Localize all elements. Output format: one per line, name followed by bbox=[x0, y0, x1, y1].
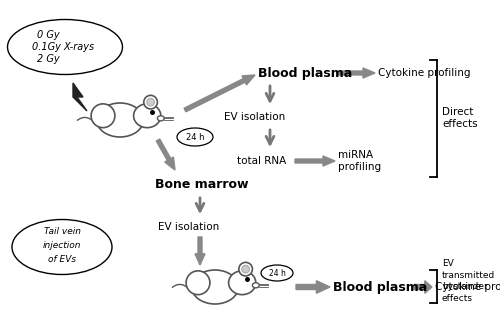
Text: injection: injection bbox=[43, 240, 81, 250]
Text: EV
transmitted
bystander
effects: EV transmitted bystander effects bbox=[442, 259, 495, 303]
Text: 24 h: 24 h bbox=[268, 268, 285, 278]
Ellipse shape bbox=[261, 265, 293, 281]
FancyArrow shape bbox=[295, 156, 335, 166]
FancyArrow shape bbox=[156, 139, 175, 170]
Ellipse shape bbox=[242, 265, 250, 273]
Ellipse shape bbox=[186, 271, 210, 295]
Ellipse shape bbox=[158, 116, 164, 121]
Text: Direct
effects: Direct effects bbox=[442, 107, 478, 129]
FancyArrow shape bbox=[195, 237, 205, 265]
Ellipse shape bbox=[96, 103, 144, 137]
Ellipse shape bbox=[228, 271, 256, 295]
Text: Bone marrow: Bone marrow bbox=[155, 178, 248, 191]
Ellipse shape bbox=[144, 95, 158, 109]
Text: 2 Gy: 2 Gy bbox=[37, 54, 60, 64]
Text: 24 h: 24 h bbox=[186, 133, 204, 141]
Ellipse shape bbox=[177, 128, 213, 146]
Text: Cytokine profiling: Cytokine profiling bbox=[435, 282, 500, 292]
Text: 0.1Gy X-rays: 0.1Gy X-rays bbox=[32, 42, 94, 52]
Text: Tail vein: Tail vein bbox=[44, 227, 80, 236]
Text: Blood plasma: Blood plasma bbox=[258, 67, 352, 80]
FancyArrow shape bbox=[184, 75, 255, 112]
Ellipse shape bbox=[252, 283, 259, 288]
FancyArrow shape bbox=[414, 281, 432, 293]
Text: miRNA: miRNA bbox=[338, 150, 373, 160]
Text: EV isolation: EV isolation bbox=[158, 222, 219, 232]
Text: profiling: profiling bbox=[338, 162, 381, 172]
Text: Cytokine profiling: Cytokine profiling bbox=[378, 68, 470, 78]
Ellipse shape bbox=[239, 262, 252, 276]
Ellipse shape bbox=[134, 104, 161, 128]
Ellipse shape bbox=[12, 219, 112, 275]
Text: of EVs: of EVs bbox=[48, 254, 76, 264]
FancyArrow shape bbox=[338, 68, 375, 78]
Text: Blood plasma: Blood plasma bbox=[333, 280, 427, 293]
Polygon shape bbox=[73, 83, 87, 111]
Text: total RNA: total RNA bbox=[237, 156, 286, 166]
Text: EV isolation: EV isolation bbox=[224, 112, 285, 122]
FancyArrow shape bbox=[296, 281, 330, 293]
Ellipse shape bbox=[91, 104, 115, 128]
Ellipse shape bbox=[147, 98, 154, 106]
Ellipse shape bbox=[192, 270, 238, 304]
Text: 0 Gy: 0 Gy bbox=[37, 30, 60, 40]
Ellipse shape bbox=[8, 20, 122, 74]
